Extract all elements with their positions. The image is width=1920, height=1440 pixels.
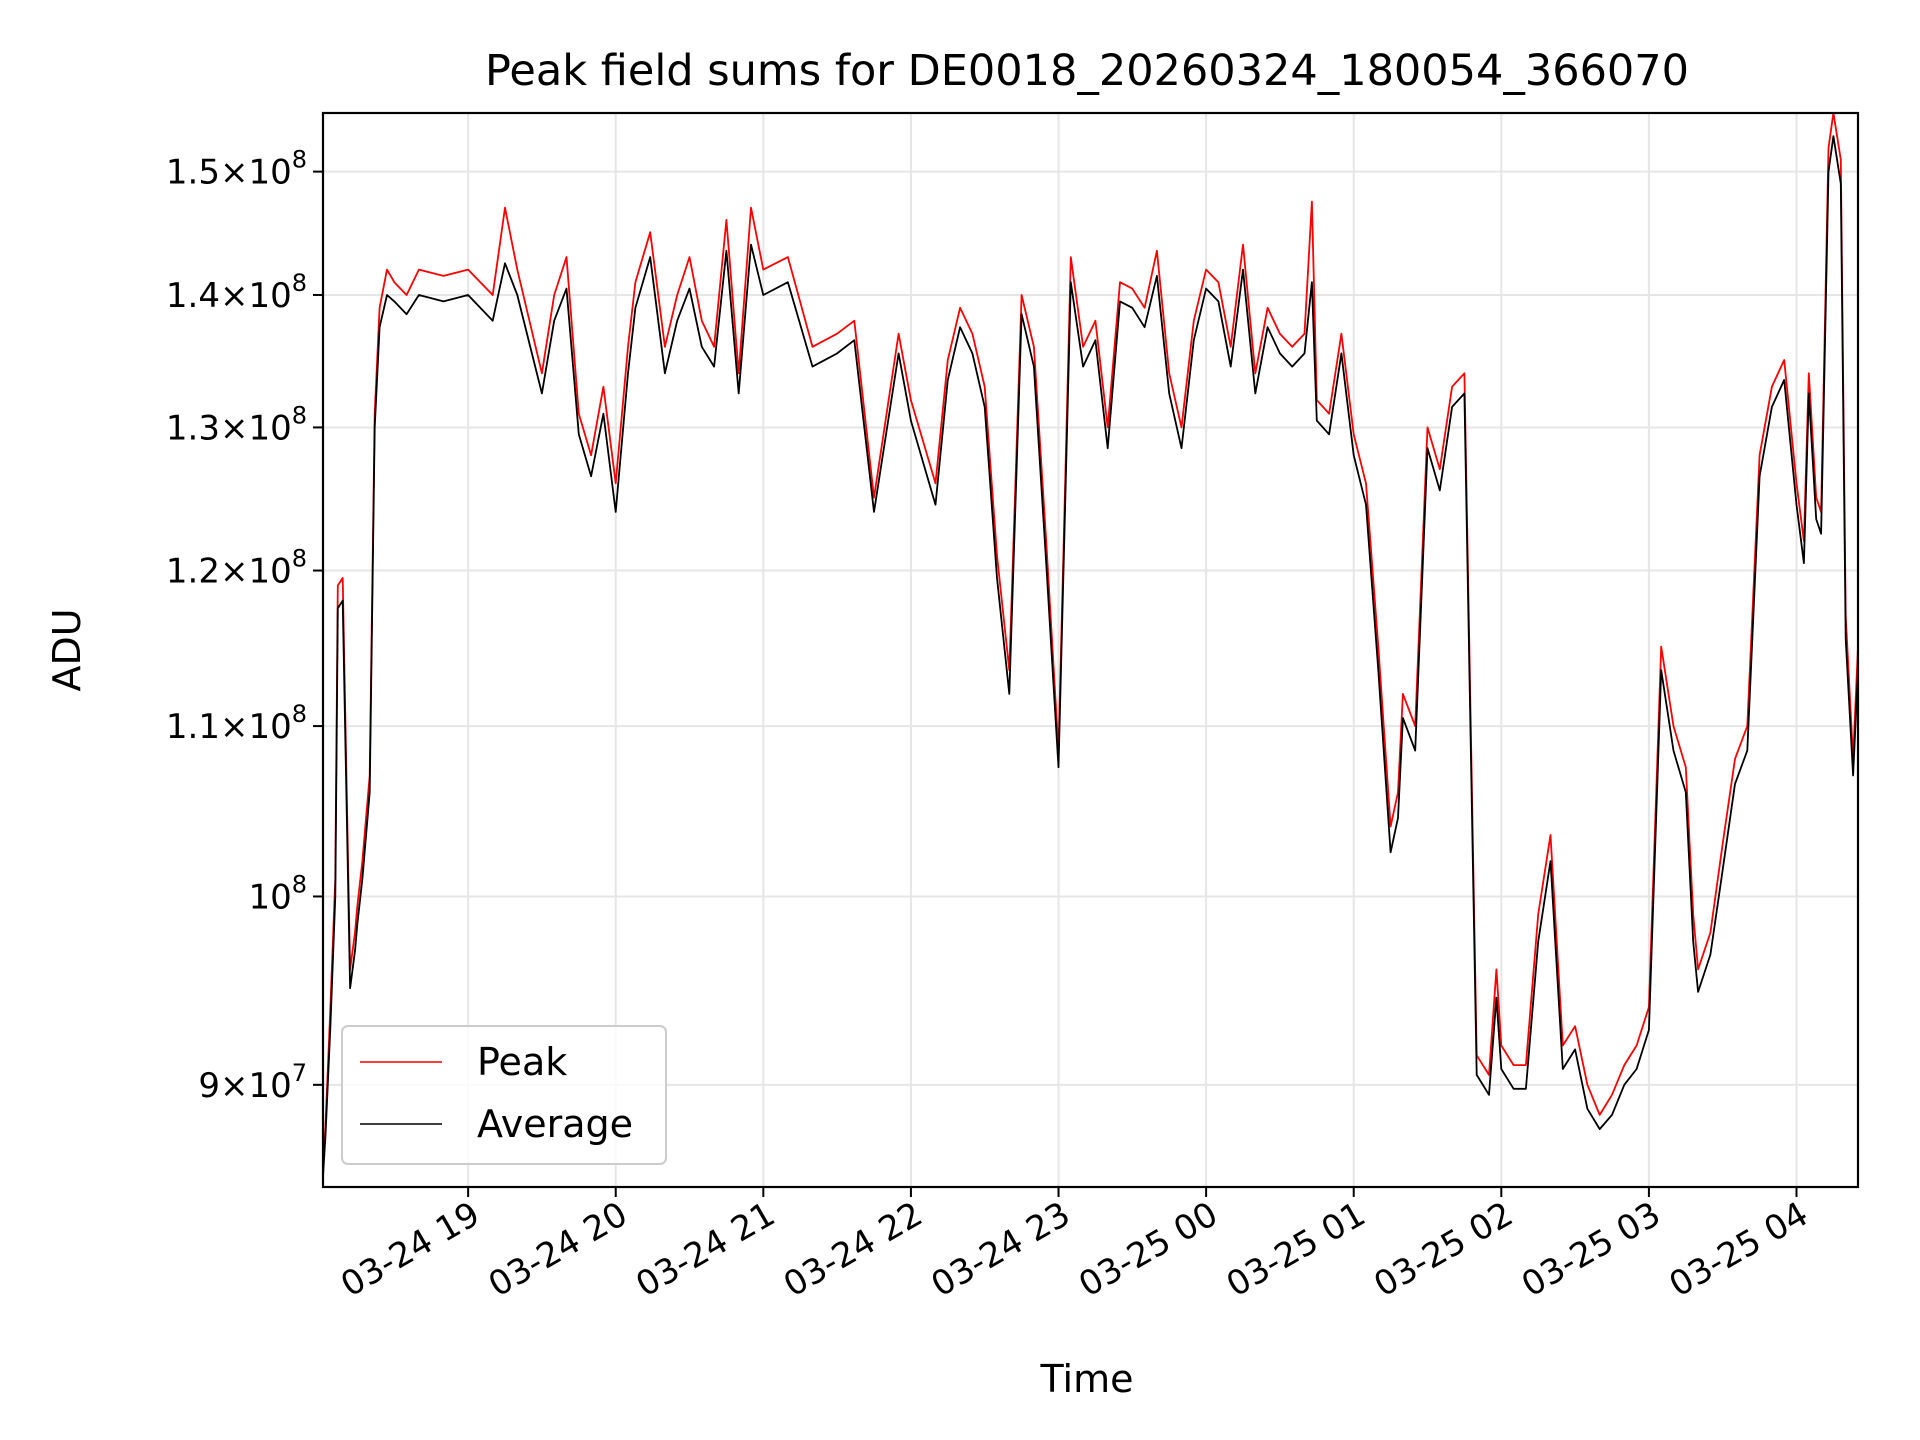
y-tick-exponent: 8 [292, 146, 307, 174]
y-tick-label: 1.1×108 [166, 700, 307, 747]
y-tick-mantissa: 10 [248, 877, 291, 917]
y-tick-mantissa: 9×10 [198, 1066, 291, 1106]
series-line-peak [322, 112, 1859, 1167]
chart-title: Peak field sums for DE0018_20260324_1800… [485, 46, 1689, 96]
y-tick-exponent: 8 [292, 401, 307, 429]
y-tick-label: 1.5×108 [166, 146, 307, 193]
grid [323, 113, 1858, 1187]
y-tick-mantissa: 1.5×10 [166, 153, 292, 193]
series-group [322, 112, 1859, 1177]
y-tick-label: 1.2×108 [166, 545, 307, 592]
y-tick-mantissa: 1.2×10 [166, 552, 292, 592]
y-tick-exponent: 8 [292, 269, 307, 297]
y-tick-mantissa: 1.4×10 [166, 276, 292, 316]
y-axis: 9×1071081.1×1081.2×1081.3×1081.4×1081.5×… [166, 146, 323, 1106]
y-tick-exponent: 7 [292, 1059, 307, 1087]
legend: Peak Average [341, 1025, 667, 1165]
y-tick-exponent: 8 [292, 700, 307, 728]
legend-box [341, 1025, 667, 1165]
series-line-average [322, 135, 1859, 1177]
y-tick-mantissa: 1.1×10 [166, 707, 292, 747]
legend-label-peak: Peak [477, 1040, 567, 1084]
x-axis-label: Time [1040, 1357, 1134, 1401]
plot-frame [321, 111, 1860, 1189]
y-tick-label: 9×107 [198, 1059, 307, 1106]
y-tick-exponent: 8 [292, 870, 307, 898]
y-axis-label: ADU [45, 608, 89, 691]
y-tick-exponent: 8 [292, 545, 307, 573]
legend-label-average: Average [477, 1102, 633, 1146]
y-tick-label: 1.3×108 [166, 401, 307, 448]
y-tick-mantissa: 1.3×10 [166, 408, 292, 448]
y-tick-label: 1.4×108 [166, 269, 307, 316]
y-tick-label: 108 [248, 870, 307, 917]
